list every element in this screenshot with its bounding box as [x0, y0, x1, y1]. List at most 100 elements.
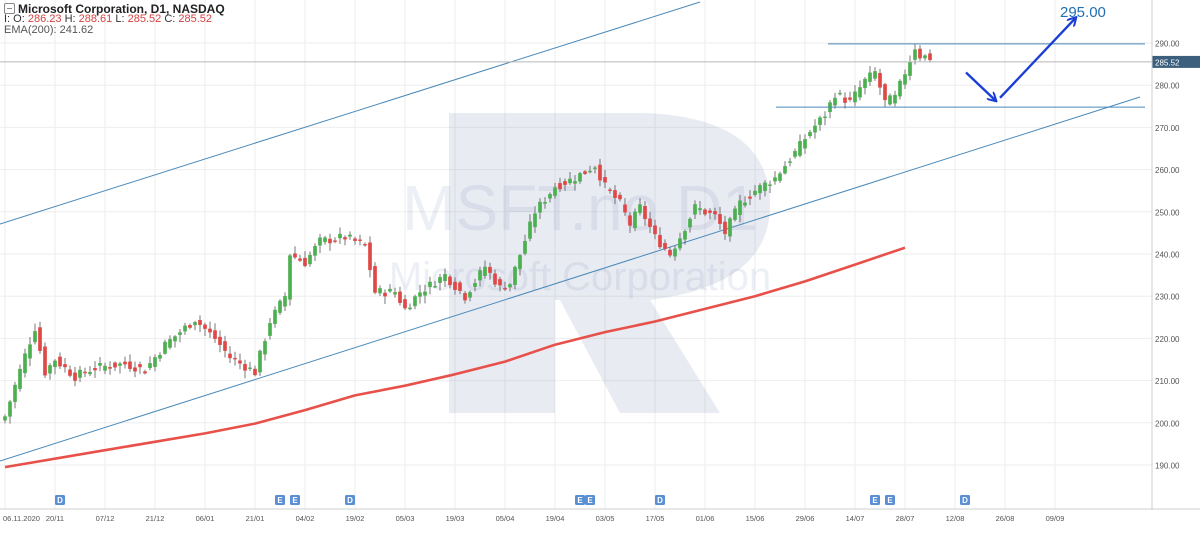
candle-down [128, 361, 132, 369]
candle-down [108, 367, 112, 369]
candle-down [583, 171, 587, 174]
candle-up [153, 357, 157, 367]
candle-down [708, 210, 712, 213]
candle-up [183, 325, 187, 332]
candle-down [718, 214, 722, 224]
candle-down [143, 371, 147, 374]
y-tick-label: 260.00 [1155, 166, 1180, 175]
candle-down [83, 371, 87, 374]
candle-down [643, 206, 647, 220]
ohlc-close-prefix: C: [164, 13, 176, 25]
event-marker-label: D [657, 496, 663, 505]
candle-up [763, 182, 767, 192]
candle-up [798, 141, 802, 156]
candle-up [428, 281, 432, 288]
candle-up [263, 341, 267, 355]
candle-up [258, 350, 262, 373]
candle-down [203, 324, 207, 329]
candle-down [608, 189, 612, 191]
x-tick-label: 07/12 [96, 514, 115, 523]
candle-down [618, 194, 622, 200]
candle-up [483, 266, 487, 276]
plot-background [0, 0, 1152, 530]
candle-down [493, 273, 497, 285]
grid [0, 0, 1152, 530]
candle-down [333, 240, 337, 242]
candle-down [208, 328, 212, 333]
candle-up [393, 292, 397, 295]
candle-up [543, 202, 547, 204]
candle-down [298, 258, 302, 261]
x-tick-label: 04/02 [296, 514, 315, 523]
ohlc-open-prefix: I: O: [4, 13, 25, 25]
candle-up [478, 270, 482, 281]
event-marker-label: E [587, 496, 593, 505]
y-tick-label: 230.00 [1155, 293, 1180, 302]
candle-down [343, 237, 347, 240]
candle-up [103, 365, 107, 371]
candle-down [363, 244, 367, 246]
candle-up [678, 238, 682, 249]
candle-down [628, 215, 632, 226]
last-price-label: 285.52 [1155, 58, 1180, 67]
y-tick-label: 220.00 [1155, 335, 1180, 344]
candle-up [518, 255, 522, 270]
y-tick-label: 190.00 [1155, 462, 1180, 471]
candle-up [898, 80, 902, 97]
candle-down [373, 266, 377, 293]
forecast-arrows: 295.00 [965, 4, 1106, 100]
event-marker-label: E [277, 496, 283, 505]
candle-down [663, 242, 667, 249]
watermark-line2: Microsoft Corporation [389, 255, 771, 299]
candle-down [878, 72, 882, 88]
candle-up [673, 248, 677, 257]
x-tick-label: 01/06 [696, 514, 715, 523]
x-tick-label: 05/04 [496, 514, 515, 523]
candle-up [313, 246, 317, 256]
candle-down [598, 164, 602, 181]
candle-down [383, 292, 387, 297]
candle-up [738, 200, 742, 215]
candle-down [653, 225, 657, 235]
candle-down [603, 177, 607, 183]
last-price-tag [1152, 55, 1200, 68]
candle-down [463, 293, 467, 301]
candle-up [548, 194, 552, 199]
candle-up [158, 354, 162, 359]
candle-up [413, 296, 417, 307]
candle-down [928, 53, 932, 61]
candle-down [458, 282, 462, 291]
candle-up [8, 401, 12, 417]
candle-down [723, 221, 727, 235]
candle-up [893, 94, 897, 104]
candle-down [843, 97, 847, 103]
candle-down [223, 341, 227, 351]
candle-down [63, 364, 67, 368]
candle-down [558, 183, 562, 190]
event-marker [960, 495, 970, 505]
candle-up [173, 336, 177, 342]
target-label: 295.00 [1060, 4, 1106, 21]
event-marker [585, 495, 595, 505]
ohlc-close: 285.52 [178, 13, 213, 25]
x-tick-label: 09/09 [1046, 514, 1065, 523]
candle-up [178, 332, 182, 335]
candle-up [773, 177, 777, 182]
x-tick-label: 20/11 [46, 514, 64, 523]
event-marker [55, 495, 65, 505]
event-marker-label: D [57, 496, 63, 505]
candle-up [508, 284, 512, 288]
collapse-icon[interactable] [4, 3, 15, 14]
candle-down [668, 249, 672, 256]
x-tick-label: 21/01 [246, 514, 265, 523]
candle-down [883, 84, 887, 101]
candle-down [243, 363, 247, 371]
candle-up [348, 234, 352, 237]
candle-up [288, 255, 292, 300]
candle-down [113, 362, 117, 368]
candle-up [808, 132, 812, 137]
candle-up [3, 416, 7, 421]
candle-up [443, 274, 447, 282]
